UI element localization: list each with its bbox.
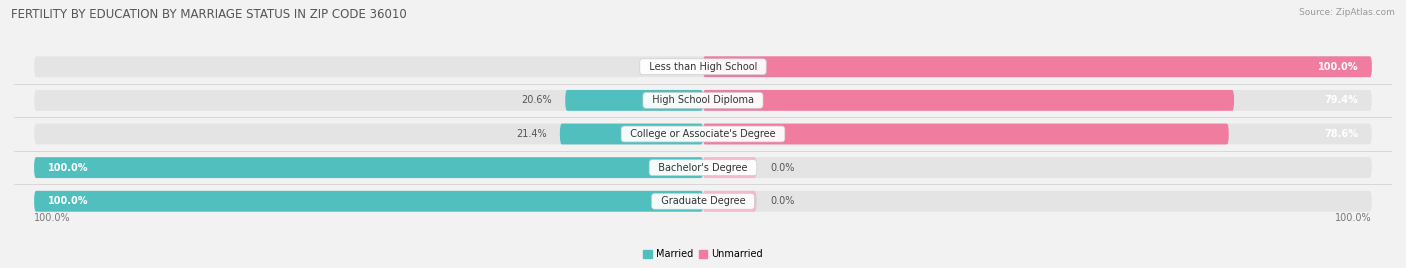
Text: 0.0%: 0.0% [770, 196, 794, 206]
Text: High School Diploma: High School Diploma [645, 95, 761, 105]
FancyBboxPatch shape [34, 90, 1372, 111]
Text: Source: ZipAtlas.com: Source: ZipAtlas.com [1299, 8, 1395, 17]
FancyBboxPatch shape [34, 191, 703, 212]
FancyBboxPatch shape [34, 124, 1372, 144]
FancyBboxPatch shape [703, 90, 1234, 111]
Text: 100.0%: 100.0% [1317, 62, 1358, 72]
Text: 79.4%: 79.4% [1324, 95, 1358, 105]
Text: Bachelor's Degree: Bachelor's Degree [652, 163, 754, 173]
FancyBboxPatch shape [703, 124, 1229, 144]
Legend: Married, Unmarried: Married, Unmarried [640, 245, 766, 263]
Text: 100.0%: 100.0% [1336, 213, 1372, 223]
Text: 100.0%: 100.0% [48, 196, 89, 206]
Text: 20.6%: 20.6% [522, 95, 551, 105]
Text: Graduate Degree: Graduate Degree [655, 196, 751, 206]
FancyBboxPatch shape [34, 56, 1372, 77]
Text: College or Associate's Degree: College or Associate's Degree [624, 129, 782, 139]
Text: 0.0%: 0.0% [652, 62, 676, 72]
FancyBboxPatch shape [703, 157, 756, 178]
FancyBboxPatch shape [34, 191, 1372, 212]
Text: Less than High School: Less than High School [643, 62, 763, 72]
Text: FERTILITY BY EDUCATION BY MARRIAGE STATUS IN ZIP CODE 36010: FERTILITY BY EDUCATION BY MARRIAGE STATU… [11, 8, 406, 21]
FancyBboxPatch shape [703, 191, 756, 212]
Text: 21.4%: 21.4% [516, 129, 547, 139]
Text: 0.0%: 0.0% [770, 163, 794, 173]
FancyBboxPatch shape [560, 124, 703, 144]
Text: 78.6%: 78.6% [1324, 129, 1358, 139]
Text: 100.0%: 100.0% [48, 163, 89, 173]
FancyBboxPatch shape [565, 90, 703, 111]
FancyBboxPatch shape [34, 157, 703, 178]
Text: 100.0%: 100.0% [34, 213, 70, 223]
FancyBboxPatch shape [34, 157, 1372, 178]
FancyBboxPatch shape [703, 56, 1372, 77]
